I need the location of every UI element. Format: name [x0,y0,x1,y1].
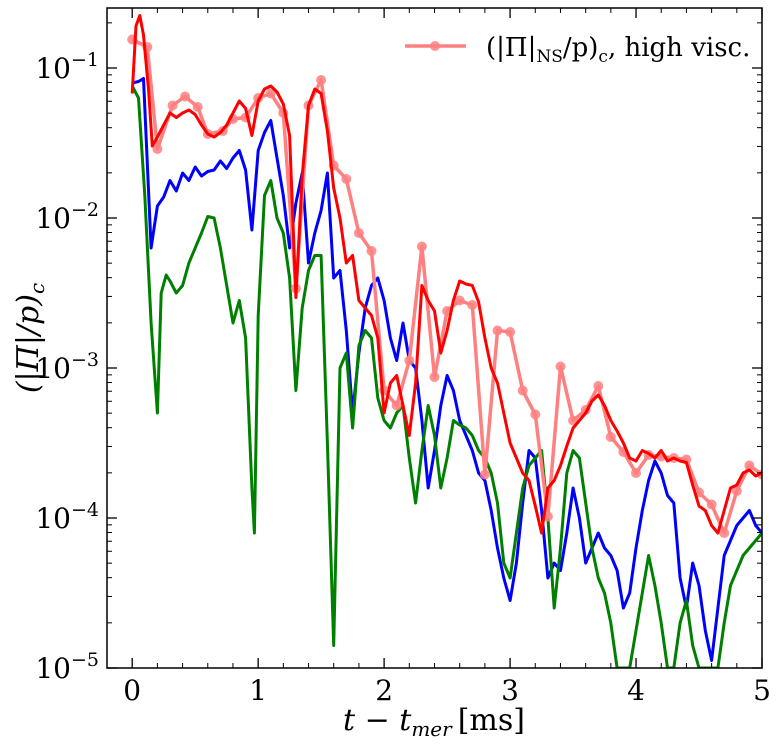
series-marker [152,144,163,154]
series-red [130,14,762,535]
series-marker [192,102,203,112]
x-tick-label: 5 [753,674,771,707]
y-tick-label: 10−5 [35,649,99,685]
y-axis-label: (|Π|/p)c [11,283,49,393]
series-marker [593,381,604,391]
y-tick-label: 10−1 [35,49,99,85]
x-axis-label: t − tmer [ms] [343,703,525,741]
series-marker [416,241,427,252]
series-marker [731,486,742,496]
series-marker [744,460,755,471]
y-tick-label: 10−3 [35,349,99,385]
series-marker [706,499,717,510]
x-tick-label: 4 [627,674,645,707]
series-marker [316,75,327,85]
series-marker [265,88,276,99]
series-marker [429,372,440,382]
series-marker [492,325,503,336]
series-marker [530,409,541,420]
series-line [131,77,762,662]
series-green [130,85,762,668]
x-tick-label: 2 [375,674,393,707]
x-tick-label: 0 [123,674,141,707]
legend-label: (|Π|NS/p)c, high visc. [486,33,750,67]
plot-area [107,8,762,668]
x-tick-label: 1 [249,674,267,707]
series-high-visc [127,34,762,538]
series-marker [353,228,364,238]
series-marker [505,327,516,337]
series-marker [517,385,528,396]
series-marker [167,100,178,111]
series-marker [341,174,352,184]
series-marker [479,469,490,480]
y-tick-label: 10−4 [35,499,99,535]
series-line [130,85,762,668]
series-marker [631,468,641,478]
legend-marker-swatch [430,41,440,51]
series-line [130,14,762,535]
series-marker [454,295,465,306]
series-marker [404,355,415,366]
series-blue [131,77,762,662]
series-layer [127,14,762,668]
x-tick-label: 3 [501,674,519,707]
series-marker [605,432,616,442]
series-marker [180,91,191,102]
series-marker [555,361,566,372]
tick-layer: 0 1 2 3 4 5 10−1 10−2 10−3 10−4 10−5 [35,8,771,707]
legend: (|Π|NS/p)c, high visc. [405,33,750,67]
series-marker [391,400,402,411]
y-tick-label: 10−2 [35,199,99,235]
series-marker [719,528,730,538]
series-marker [467,300,478,310]
series-marker [366,246,377,256]
